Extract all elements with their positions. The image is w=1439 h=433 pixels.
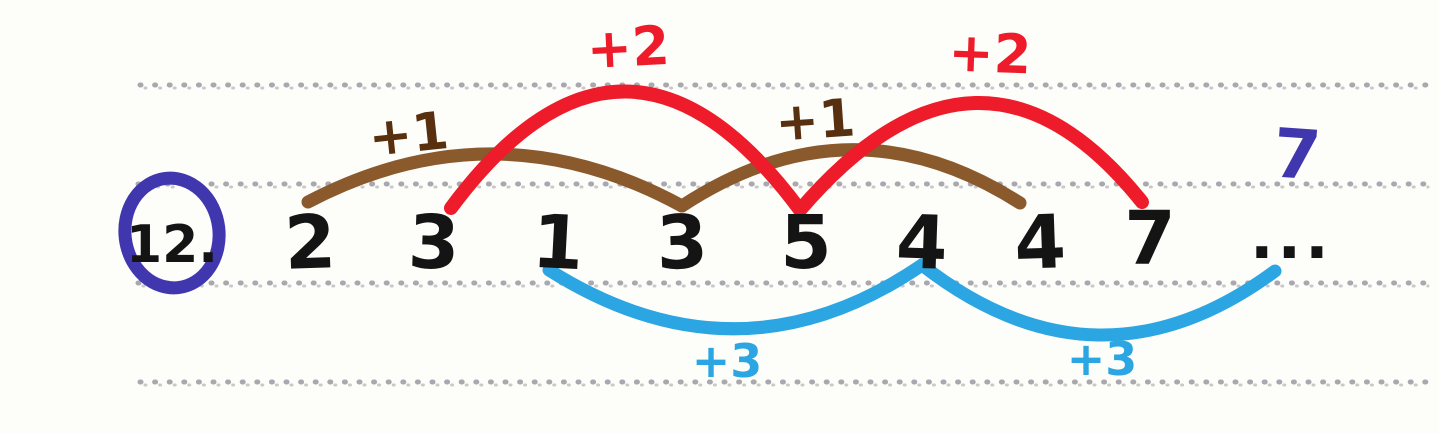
sequence-term-1: 2: [283, 199, 337, 287]
sequence-ellipsis: ...: [1250, 200, 1333, 273]
plus-three-label-1: +3: [692, 334, 763, 388]
blue-arc-1: [542, 258, 929, 336]
plus-two-label-1: +2: [585, 14, 671, 81]
sequence-term-4: 3: [655, 199, 709, 287]
red-plus2-arcs: [444, 84, 1149, 217]
plus-two-label-2: +2: [947, 21, 1032, 87]
plus-one-label-1: +1: [366, 101, 452, 169]
answer-value: 7: [1271, 114, 1324, 196]
blue-plus3-arcs: [542, 258, 1282, 342]
red-arc-1: [444, 84, 807, 217]
plus-one-label-2: +1: [773, 88, 857, 153]
sequence-term-2: 3: [407, 199, 461, 287]
problem-number-group: 12.: [118, 171, 226, 295]
problem-number: 12.: [126, 215, 218, 275]
sequence-term-5: 5: [780, 200, 832, 286]
sequence-row: 2 3 1 3 5 4 4 7 ...: [283, 196, 1333, 288]
blue-arc-2: [915, 258, 1282, 342]
sequence-term-3: 1: [530, 199, 586, 288]
sequence-term-7: 4: [1013, 199, 1067, 287]
sequence-term-8: 7: [1124, 196, 1176, 282]
problem-number-circle: [118, 171, 226, 295]
red-arc-2: [793, 96, 1149, 217]
plus-three-label-2: +3: [1067, 332, 1138, 386]
sequence-term-6: 4: [895, 199, 949, 287]
